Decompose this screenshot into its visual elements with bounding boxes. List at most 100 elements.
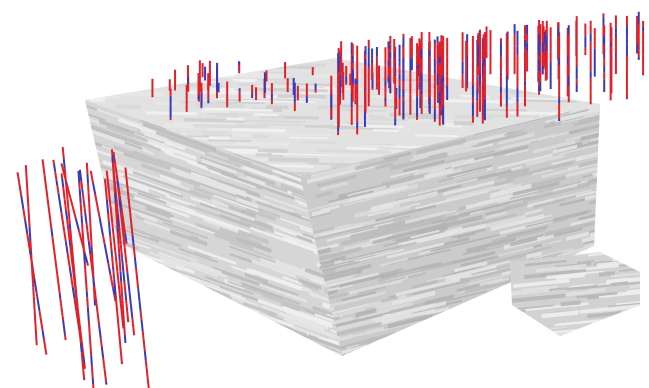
borehole-segment <box>114 174 115 184</box>
scene-view <box>0 0 649 388</box>
borehole-segment <box>119 330 120 342</box>
borehole-segment <box>117 312 118 326</box>
borehole-segment <box>93 384 94 388</box>
borehole-segment <box>126 303 127 312</box>
borehole-segment <box>68 204 69 209</box>
borehole-segment <box>70 240 71 246</box>
borehole-segment <box>77 298 78 310</box>
borehole-segment <box>127 272 128 281</box>
borehole-segment <box>132 318 133 324</box>
borehole-segment <box>43 330 44 338</box>
borehole-segment <box>90 334 91 346</box>
borehole-segment <box>62 178 63 187</box>
borehole-segment <box>81 203 82 215</box>
stratum <box>242 95 266 100</box>
stratum <box>155 102 176 106</box>
borehole-segment <box>131 305 132 318</box>
borehole-segment <box>112 224 113 237</box>
borehole-segment <box>125 335 126 343</box>
borehole-segment <box>103 358 104 365</box>
borehole-segment <box>27 233 28 242</box>
borehole-segment <box>53 160 54 164</box>
borehole-segment <box>146 361 147 367</box>
borehole-segment <box>114 184 115 194</box>
borehole-segment <box>64 159 65 169</box>
borehole-segment <box>82 352 83 359</box>
borehole-segment <box>85 265 86 277</box>
borehole-segment <box>133 235 134 245</box>
borehole-segment <box>124 320 125 335</box>
borehole-segment <box>55 172 56 181</box>
borehole-segment <box>109 190 110 201</box>
borehole-segment <box>88 236 89 241</box>
borehole-segment <box>112 155 113 162</box>
borehole-segment <box>32 270 33 280</box>
borehole-segment <box>35 325 36 336</box>
borehole-segment <box>63 147 64 159</box>
borehole-segment <box>109 222 110 235</box>
borehole-segment <box>112 256 113 267</box>
borehole-segment <box>50 220 51 228</box>
borehole-segment <box>108 263 109 267</box>
borehole-segment <box>125 167 126 176</box>
borehole-segment <box>60 298 61 303</box>
borehole-segment <box>145 351 146 361</box>
stratum <box>205 103 245 108</box>
borehole-segment <box>106 185 107 200</box>
borehole-segment <box>26 165 27 177</box>
borehole-segment <box>84 364 85 368</box>
borehole-segment <box>135 258 136 268</box>
stratum <box>226 117 244 120</box>
borehole-segment <box>68 209 69 223</box>
borehole-segment <box>70 224 71 230</box>
borehole-segment <box>50 215 51 220</box>
borehole-segment <box>83 230 84 240</box>
borehole-segment <box>61 163 62 167</box>
borehole-segment <box>91 355 92 366</box>
borehole-segment <box>35 310 36 325</box>
borehole-segment <box>92 366 93 377</box>
borehole-segment <box>130 212 131 221</box>
borehole-segment <box>27 177 28 186</box>
borehole-segment <box>89 204 90 218</box>
borehole-segment <box>144 339 145 351</box>
borehole-segment <box>91 346 92 355</box>
borehole-segment <box>125 247 126 253</box>
borehole-segment <box>124 227 125 233</box>
borehole-segment <box>80 336 81 343</box>
borehole-segment <box>79 175 80 183</box>
borehole-segment <box>39 311 40 316</box>
borehole-segment <box>54 250 55 257</box>
borehole-segment <box>88 307 89 321</box>
borehole-segment <box>121 211 122 221</box>
borehole-segment <box>119 245 120 254</box>
borehole-segment <box>82 215 83 223</box>
borehole-segment <box>31 255 32 265</box>
borehole-segment <box>102 347 103 358</box>
borehole-segment <box>94 187 95 194</box>
borehole-segment <box>117 180 118 186</box>
borehole-segment <box>89 193 90 204</box>
borehole-segment <box>28 194 29 207</box>
borehole-segment <box>87 224 88 231</box>
borehole-segment <box>125 233 126 241</box>
borehole-segment <box>93 183 94 187</box>
borehole-segment <box>111 211 112 224</box>
borehole-segment <box>121 308 122 315</box>
stratum <box>210 88 235 92</box>
borehole-segment <box>78 310 79 321</box>
borehole-segment <box>28 207 29 221</box>
borehole-segment <box>59 289 60 293</box>
borehole-segment <box>87 231 88 236</box>
borehole-segment <box>119 199 120 211</box>
stratum <box>116 105 140 110</box>
borehole-segment <box>138 289 139 301</box>
borehole-segment <box>60 294 61 299</box>
borehole-segment <box>82 359 83 370</box>
borehole-segment <box>122 292 123 301</box>
borehole-segment <box>93 273 94 278</box>
borehole-segment <box>123 271 124 283</box>
borehole-segment <box>81 343 82 352</box>
borehole-segment <box>82 189 83 193</box>
stratum <box>258 149 288 153</box>
